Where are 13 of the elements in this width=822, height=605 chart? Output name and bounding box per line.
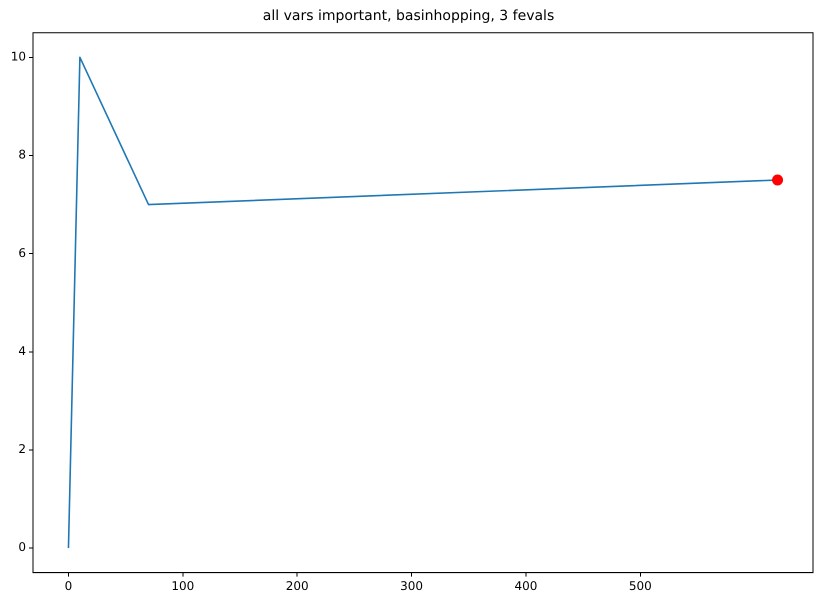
x-tick-label: 200 <box>286 578 309 593</box>
y-tick-label: 10 <box>10 49 26 64</box>
x-tick-label: 400 <box>514 578 538 593</box>
y-tick-label: 0 <box>18 540 26 554</box>
x-tick-label: 300 <box>400 578 424 593</box>
y-tick-label: 8 <box>18 148 26 162</box>
x-tick-label: 0 <box>64 578 72 593</box>
chart-title: all vars important, basinhopping, 3 fevals <box>262 8 554 24</box>
x-tick-label: 100 <box>171 578 194 593</box>
y-tick-label: 4 <box>18 344 26 358</box>
y-tick-label: 2 <box>18 442 26 456</box>
y-tick-label: 6 <box>18 246 26 260</box>
x-tick-label: 500 <box>628 578 652 593</box>
